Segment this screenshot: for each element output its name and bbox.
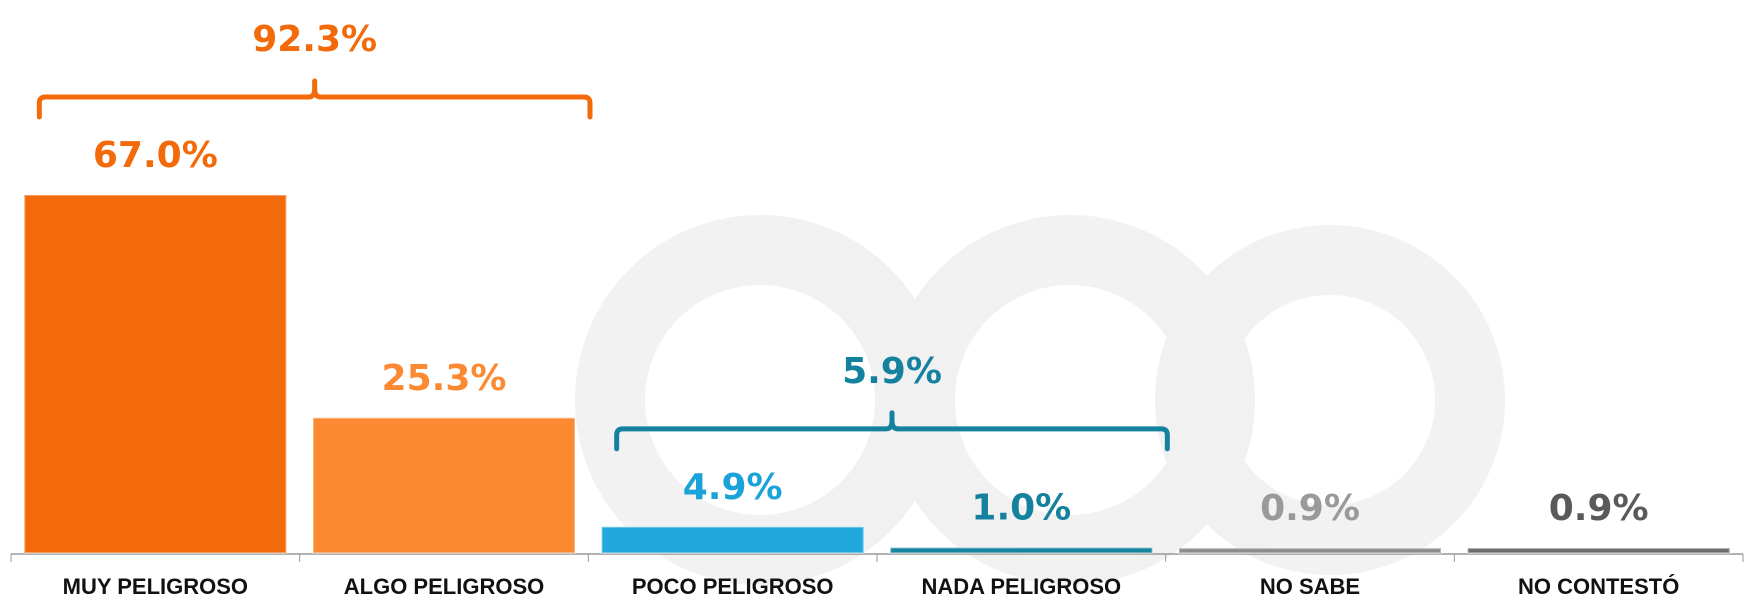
data-label: 1.0% [971,488,1071,529]
bar [23,194,288,554]
bar [1178,547,1442,554]
bar [1466,547,1731,554]
x-tick-label: MUY PELIGROSO [63,574,248,599]
group-bracket [614,410,1170,452]
x-tick-label: NADA PELIGROSO [922,574,1122,599]
x-tick-label: NO SABE [1260,574,1360,599]
data-label: 4.9% [683,467,783,508]
x-tick-label: NO CONTESTÓ [1518,574,1679,599]
group-label: 5.9% [842,351,942,392]
data-label: 0.9% [1260,488,1360,529]
data-label: 67.0% [93,135,218,176]
group-label: 92.3% [252,19,377,60]
bar [600,525,865,555]
data-label: 25.3% [382,358,507,399]
bar [312,416,576,554]
x-tick-label: POCO PELIGROSO [632,574,834,599]
data-label: 0.9% [1549,488,1649,529]
bar [889,546,1154,555]
group-bracket [36,78,593,120]
x-tick-label: ALGO PELIGROSO [344,574,544,599]
